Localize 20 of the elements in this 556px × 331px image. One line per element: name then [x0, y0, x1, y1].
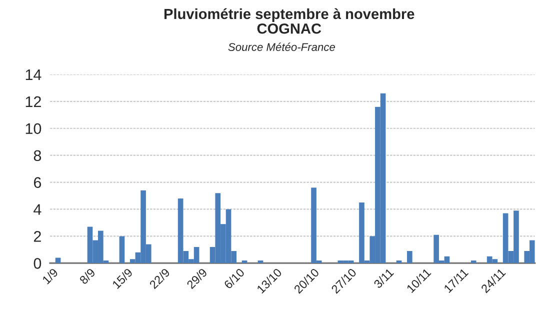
x-tick-label: 22/9 — [148, 268, 170, 290]
x-tick-label: 29/9 — [186, 268, 208, 290]
x-tick-label: 6/10 — [223, 268, 245, 290]
source-note: Source Météo-France — [228, 42, 335, 51]
y-tick-label: 2 — [34, 231, 41, 242]
y-tick-label: 10 — [26, 123, 42, 134]
y-tick-label: 12 — [26, 96, 41, 107]
y-tick-label: 14 — [26, 70, 42, 80]
y-tick-label: 4 — [34, 204, 42, 215]
x-tick-label: 8/9 — [78, 268, 96, 285]
x-tick-label: 1/9 — [42, 268, 58, 284]
y-tick-label: 8 — [34, 150, 42, 162]
bar — [119, 236, 125, 264]
y-tick-label: 6 — [34, 177, 42, 188]
bar — [470, 260, 476, 264]
x-tick-label: 3/11 — [373, 268, 394, 289]
x-tick-label: 15/9 — [112, 268, 134, 290]
chart-title: Pluviométrie septembre à novembre COGNAC — [164, 8, 414, 34]
y-tick-label: 0 — [34, 258, 42, 269]
bar — [407, 251, 412, 264]
